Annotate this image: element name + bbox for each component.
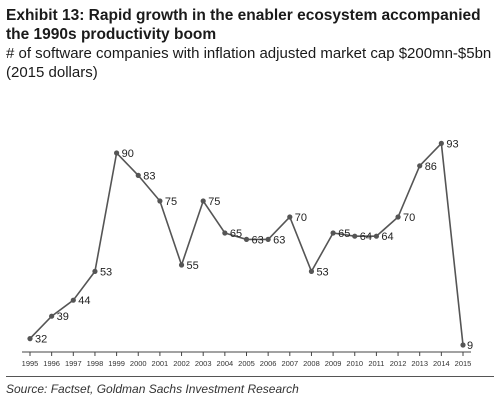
x-tick-label: 2001 bbox=[152, 359, 169, 368]
x-tick-label: 2006 bbox=[260, 359, 277, 368]
data-point bbox=[49, 313, 55, 319]
chart-header: Exhibit 13: Rapid growth in the enabler … bbox=[6, 6, 496, 82]
x-tick-label: 2014 bbox=[433, 359, 450, 368]
x-tick-label: 2000 bbox=[130, 359, 147, 368]
x-tick-label: 1995 bbox=[22, 359, 39, 368]
data-point bbox=[70, 297, 76, 303]
data-point bbox=[352, 233, 358, 239]
data-label: 75 bbox=[165, 196, 177, 208]
series-line bbox=[29, 141, 464, 346]
data-label: 55 bbox=[187, 260, 199, 272]
x-tick-label: 2002 bbox=[173, 359, 190, 368]
data-label: 32 bbox=[35, 334, 47, 346]
data-point bbox=[178, 262, 185, 268]
data-label: 63 bbox=[273, 234, 285, 246]
data-label: 53 bbox=[100, 266, 112, 278]
data-point bbox=[135, 172, 141, 178]
x-tick-label: 1999 bbox=[108, 359, 125, 368]
x-tick-label: 2008 bbox=[303, 359, 320, 368]
data-point bbox=[438, 140, 444, 146]
x-tick-label: 2012 bbox=[390, 359, 407, 368]
x-tick-label: 1997 bbox=[65, 359, 82, 368]
x-tick-label: 2003 bbox=[195, 359, 212, 368]
data-label: 65 bbox=[230, 228, 242, 240]
chart-title: Exhibit 13: Rapid growth in the enabler … bbox=[6, 7, 481, 43]
data-label: 39 bbox=[57, 311, 69, 323]
data-label: 53 bbox=[316, 266, 328, 278]
x-tick-label: 1996 bbox=[43, 359, 60, 368]
data-point bbox=[27, 336, 33, 342]
x-tick-labels: 1995 1996 1997 1998 1999 2000 2001 2002 2003 2004… bbox=[22, 352, 472, 368]
data-label: 65 bbox=[338, 228, 350, 240]
data-label: 75 bbox=[208, 196, 220, 208]
data-point bbox=[222, 230, 228, 236]
source-divider bbox=[6, 376, 494, 377]
data-label: 93 bbox=[446, 138, 458, 150]
chart-subtitle: # of software companies with inflation a… bbox=[6, 45, 492, 81]
data-point bbox=[330, 230, 336, 236]
data-point bbox=[395, 214, 401, 220]
data-label: 44 bbox=[78, 295, 90, 307]
data-label: 70 bbox=[295, 212, 307, 224]
x-tick-label: 2010 bbox=[346, 359, 363, 368]
data-label: 83 bbox=[143, 170, 155, 182]
x-tick-label: 1998 bbox=[87, 359, 104, 368]
data-point bbox=[92, 268, 98, 274]
data-point bbox=[373, 233, 379, 239]
series-group bbox=[27, 140, 466, 348]
data-point bbox=[157, 198, 163, 204]
data-labels: 32 39 44 53 90 83 75 55 75 65 63 63 70 53 65 64 64 70 86 93… bbox=[35, 138, 473, 352]
x-tick-label: 2007 bbox=[281, 359, 298, 368]
data-point bbox=[460, 342, 466, 348]
x-tick-label: 2015 bbox=[455, 359, 472, 368]
x-tick-label: 2013 bbox=[411, 359, 428, 368]
data-label: 64 bbox=[381, 231, 393, 243]
data-label: 86 bbox=[425, 161, 437, 173]
data-label: 63 bbox=[252, 234, 264, 246]
x-tick-label: 2011 bbox=[368, 359, 384, 368]
data-point bbox=[417, 163, 423, 169]
data-label: 70 bbox=[403, 212, 415, 224]
data-point bbox=[287, 214, 293, 220]
data-point bbox=[243, 236, 250, 242]
data-point bbox=[200, 198, 206, 204]
x-tick-label: 2004 bbox=[217, 359, 234, 368]
data-point bbox=[114, 150, 120, 156]
data-point bbox=[308, 268, 315, 274]
chart-source: Source: Factset, Goldman Sachs Investmen… bbox=[6, 382, 299, 396]
x-tick-label: 2009 bbox=[325, 359, 342, 368]
data-point bbox=[265, 236, 271, 242]
data-label: 64 bbox=[360, 231, 372, 243]
data-label: 9 bbox=[467, 340, 473, 352]
x-tick-label: 2005 bbox=[238, 359, 255, 368]
data-label: 90 bbox=[122, 148, 134, 160]
